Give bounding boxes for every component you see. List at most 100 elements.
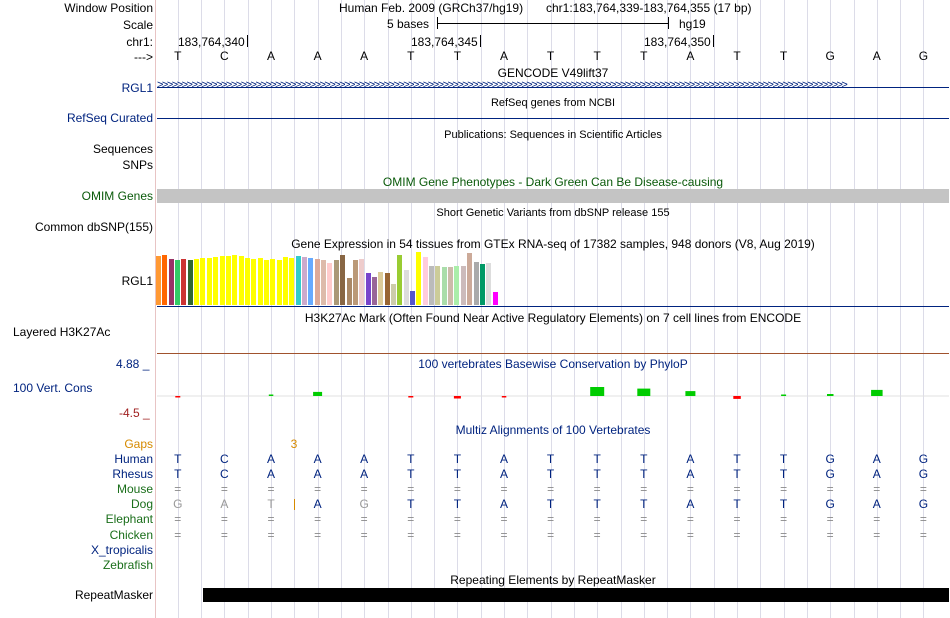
alignment-base[interactable]: C — [220, 452, 229, 466]
gtex-tissue-bar[interactable] — [175, 260, 181, 305]
gtex-tissue-bar[interactable] — [308, 258, 314, 305]
gtex-tissue-bar[interactable] — [397, 255, 403, 305]
alignment-base[interactable]: T — [453, 467, 462, 482]
alignment-base[interactable]: = — [267, 482, 275, 497]
gtex-tissue-bar[interactable] — [168, 259, 174, 305]
alignment-base[interactable]: G — [918, 452, 929, 466]
alignment-base[interactable]: = — [919, 527, 927, 542]
alignment-base[interactable]: T — [174, 467, 182, 482]
phylop-track-label[interactable]: 100 Vert. Cons — [13, 381, 93, 395]
alignment-base[interactable]: = — [873, 527, 881, 542]
alignment-base[interactable]: = — [593, 512, 601, 527]
omim-phenotype-bar[interactable] — [157, 189, 949, 203]
alignment-base[interactable]: A — [360, 452, 369, 466]
species-label[interactable]: Chicken — [109, 527, 153, 542]
alignment-base[interactable]: A — [360, 467, 369, 482]
phylop-score-bar[interactable] — [637, 388, 651, 396]
alignment-base[interactable]: T — [733, 467, 741, 482]
gtex-tissue-bar[interactable] — [359, 259, 365, 305]
gtex-tissue-bar[interactable] — [384, 273, 390, 305]
repeatmasker-track-label[interactable]: RepeatMasker — [74, 588, 153, 602]
gtex-tissue-bar[interactable] — [435, 266, 441, 305]
alignment-base[interactable]: = — [220, 512, 228, 527]
gtex-tissue-bar[interactable] — [486, 263, 492, 305]
refseq-gene-line[interactable] — [157, 118, 949, 119]
alignment-base[interactable]: T — [779, 467, 788, 482]
alignment-base[interactable]: G — [918, 497, 929, 512]
alignment-base[interactable]: T — [174, 452, 182, 466]
gtex-tissue-bar[interactable] — [448, 267, 454, 305]
reference-base[interactable]: T — [546, 49, 555, 63]
alignment-base[interactable]: = — [873, 482, 881, 497]
alignment-base[interactable]: A — [313, 452, 322, 466]
alignment-base[interactable]: A — [220, 497, 229, 512]
phylop-score-bar[interactable] — [268, 394, 274, 397]
gtex-tissue-bar[interactable] — [467, 253, 473, 305]
alignment-base[interactable]: T — [407, 467, 415, 482]
gtex-tissue-bar[interactable] — [473, 262, 479, 305]
alignment-base[interactable]: = — [314, 527, 322, 542]
alignment-base[interactable]: A — [499, 497, 509, 512]
refseq-track-label[interactable]: RefSeq Curated — [66, 111, 153, 125]
alignment-base[interactable]: = — [453, 527, 461, 542]
alignment-base[interactable]: G — [359, 497, 369, 512]
phylop-score-bar[interactable] — [827, 394, 834, 396]
alignment-base[interactable]: T — [407, 452, 415, 466]
alignment-base[interactable]: = — [919, 512, 927, 527]
gtex-tissue-bar[interactable] — [213, 257, 219, 305]
alignment-base[interactable]: = — [640, 527, 648, 542]
alignment-base[interactable]: = — [407, 527, 415, 542]
gtex-tissue-bar[interactable] — [441, 267, 447, 305]
alignment-base[interactable]: A — [686, 452, 695, 466]
gtex-tissue-bar[interactable] — [460, 266, 466, 305]
alignment-base[interactable]: A — [266, 452, 276, 466]
alignment-base[interactable]: = — [686, 527, 694, 542]
gtex-tissue-bar[interactable] — [352, 260, 358, 305]
alignment-base[interactable]: A — [313, 467, 322, 482]
alignment-base[interactable]: = — [174, 482, 182, 497]
alignment-base[interactable]: = — [360, 527, 368, 542]
alignment-base[interactable]: A — [686, 467, 695, 482]
gtex-tissue-bar[interactable] — [187, 260, 193, 305]
alignment-base[interactable]: = — [360, 482, 368, 497]
reference-base[interactable]: A — [313, 49, 322, 63]
alignment-base[interactable]: = — [733, 527, 741, 542]
gtex-tissue-bar[interactable] — [365, 273, 371, 305]
gtex-tissue-bar[interactable] — [327, 263, 333, 305]
phylop-score-bar[interactable] — [408, 396, 414, 398]
alignment-base[interactable]: = — [547, 512, 555, 527]
alignment-base[interactable]: T — [453, 497, 462, 512]
alignment-base[interactable]: A — [686, 497, 695, 512]
publications-label-snps[interactable]: SNPs — [122, 158, 153, 172]
gtex-tissue-bar[interactable] — [181, 259, 187, 305]
reference-base[interactable]: T — [640, 49, 648, 63]
alignment-base[interactable]: = — [919, 482, 927, 497]
alignment-base[interactable]: C — [220, 467, 229, 482]
alignment-base[interactable]: T — [453, 452, 462, 466]
gtex-tissue-bar[interactable] — [200, 258, 206, 305]
alignment-base[interactable]: G — [825, 497, 835, 512]
dbsnp-track-label[interactable]: Common dbSNP(155) — [34, 220, 153, 234]
gtex-tissue-bar[interactable] — [257, 258, 263, 305]
alignment-base[interactable]: = — [733, 482, 741, 497]
reference-base[interactable]: A — [872, 49, 881, 63]
species-label[interactable]: Mouse — [116, 482, 153, 497]
alignment-base[interactable]: = — [826, 527, 834, 542]
phylop-score-bar[interactable] — [685, 391, 696, 396]
alignment-base[interactable]: = — [547, 527, 555, 542]
repeatmasker-element-bar[interactable] — [203, 588, 949, 602]
alignment-base[interactable]: T — [779, 497, 788, 512]
alignment-base[interactable]: = — [780, 482, 788, 497]
gtex-tissue-bar[interactable] — [429, 266, 435, 305]
phylop-score-bar[interactable] — [313, 391, 323, 396]
alignment-base[interactable]: G — [918, 467, 929, 482]
reference-base[interactable]: G — [918, 49, 929, 63]
publications-label-sequences[interactable]: Sequences — [92, 142, 153, 156]
alignment-base[interactable]: A — [872, 497, 881, 512]
gtex-tissue-bar[interactable] — [479, 264, 485, 305]
gtex-tissue-bar[interactable] — [378, 272, 384, 305]
phylop-score-bar[interactable] — [453, 396, 461, 399]
alignment-base[interactable]: = — [267, 512, 275, 527]
alignment-base[interactable]: T — [640, 467, 648, 482]
alignment-base[interactable]: = — [500, 482, 508, 497]
